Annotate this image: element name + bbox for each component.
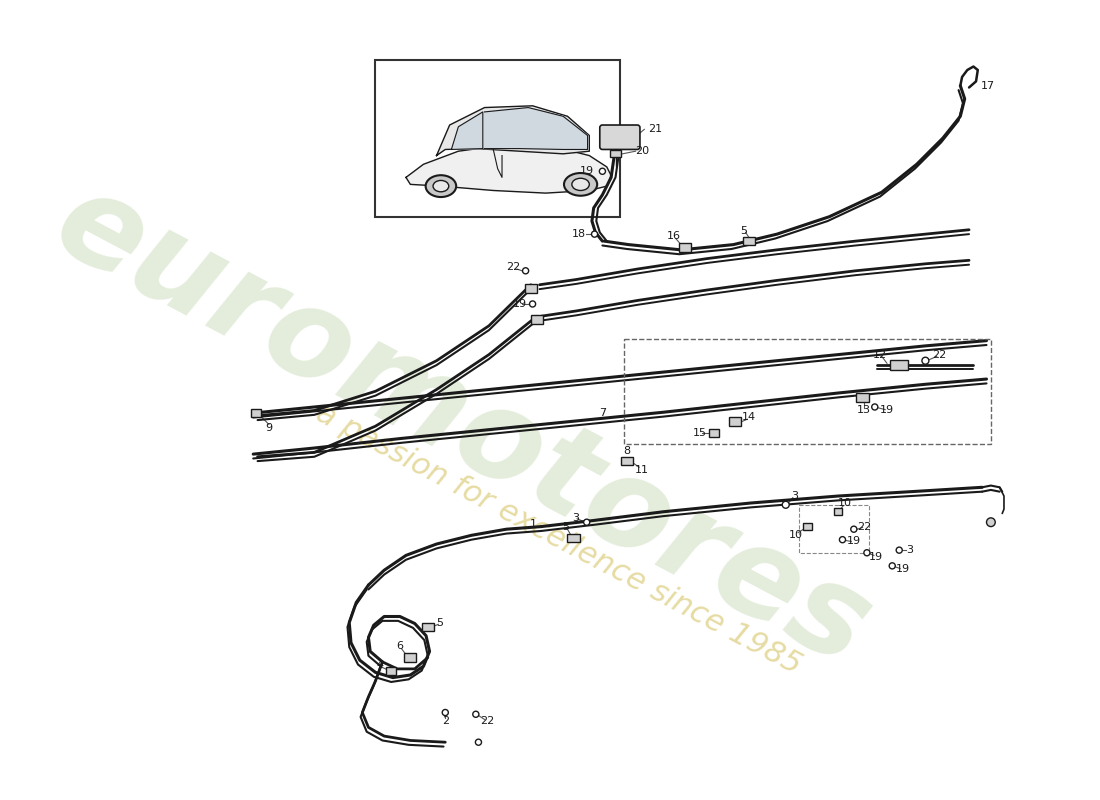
Circle shape [922, 358, 928, 364]
Circle shape [442, 710, 449, 715]
Circle shape [889, 563, 895, 569]
Text: 20: 20 [635, 146, 649, 156]
Polygon shape [406, 144, 612, 193]
Text: 3: 3 [791, 491, 798, 501]
Bar [568, 534, 580, 542]
Text: 5: 5 [740, 226, 747, 236]
Text: 3: 3 [906, 545, 913, 555]
Bar [610, 150, 620, 158]
Ellipse shape [564, 173, 597, 196]
Text: 22: 22 [506, 262, 520, 272]
FancyBboxPatch shape [600, 125, 640, 150]
Bar [386, 666, 396, 674]
Ellipse shape [433, 181, 449, 192]
Bar [525, 284, 537, 293]
Text: 18: 18 [572, 229, 586, 239]
Ellipse shape [426, 175, 456, 197]
Bar [742, 237, 756, 246]
Text: 10: 10 [838, 498, 853, 508]
Circle shape [896, 547, 902, 554]
Text: 11: 11 [635, 465, 649, 475]
Bar [803, 523, 812, 530]
Bar [708, 430, 719, 437]
Text: 22: 22 [857, 522, 871, 531]
Bar [620, 457, 632, 466]
Bar [624, 339, 991, 444]
Text: 16: 16 [667, 231, 681, 241]
Circle shape [475, 739, 482, 746]
Text: 21: 21 [648, 124, 662, 134]
Polygon shape [437, 106, 590, 155]
Text: 6: 6 [396, 641, 404, 651]
Text: 22: 22 [932, 350, 946, 360]
Text: 19: 19 [895, 564, 910, 574]
Text: 19: 19 [580, 166, 594, 176]
Text: 2: 2 [442, 716, 449, 726]
Circle shape [529, 301, 536, 307]
Circle shape [987, 518, 996, 526]
Text: 15: 15 [693, 428, 707, 438]
Text: 22: 22 [480, 716, 494, 726]
Text: 19: 19 [513, 299, 527, 309]
Circle shape [850, 526, 857, 532]
Bar [679, 243, 692, 251]
Bar [834, 508, 843, 515]
Text: 19: 19 [869, 552, 882, 562]
Text: 12: 12 [873, 350, 887, 360]
Circle shape [522, 268, 529, 274]
Bar [857, 393, 869, 402]
Text: 13: 13 [857, 406, 871, 415]
Text: 5: 5 [562, 522, 569, 531]
Ellipse shape [572, 178, 590, 190]
Text: 8: 8 [624, 446, 630, 456]
Circle shape [839, 537, 846, 542]
Text: 19: 19 [880, 406, 894, 415]
Text: 19: 19 [847, 537, 861, 546]
Circle shape [871, 404, 878, 410]
Bar [799, 505, 869, 553]
Circle shape [600, 168, 605, 174]
Text: 4: 4 [376, 659, 384, 670]
Text: 5: 5 [437, 618, 443, 628]
Bar [531, 315, 543, 324]
Bar [375, 59, 620, 217]
Text: 14: 14 [742, 413, 756, 422]
Circle shape [584, 519, 590, 526]
Polygon shape [451, 112, 483, 150]
Text: 1: 1 [530, 519, 537, 529]
Circle shape [782, 502, 789, 508]
Text: a passion for excellence since 1985: a passion for excellence since 1985 [311, 399, 806, 681]
Bar [729, 418, 741, 426]
Bar [891, 360, 908, 370]
Polygon shape [485, 107, 587, 150]
Bar [421, 622, 433, 631]
Text: euromotores: euromotores [35, 161, 890, 692]
Circle shape [592, 231, 597, 237]
Text: 9: 9 [265, 423, 273, 433]
Bar [251, 409, 261, 418]
Text: 3: 3 [572, 513, 579, 523]
Circle shape [864, 550, 870, 556]
Text: 17: 17 [981, 81, 996, 90]
Text: 10: 10 [789, 530, 803, 540]
Bar [404, 653, 417, 662]
Text: 7: 7 [598, 408, 606, 418]
Circle shape [473, 711, 478, 718]
